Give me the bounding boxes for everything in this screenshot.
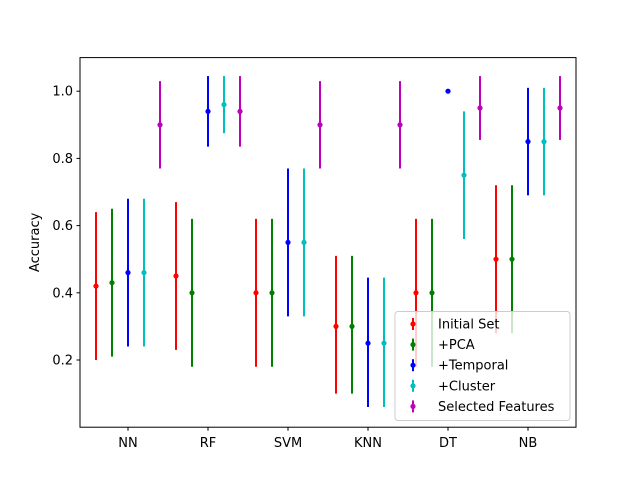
series-1: [93, 185, 499, 394]
data-point: [253, 290, 259, 296]
data-point: [477, 105, 483, 111]
data-point: [493, 256, 499, 262]
data-point: [461, 172, 467, 178]
x-tick-label: SVM: [274, 436, 302, 451]
plot-frame: [79, 57, 577, 428]
legend-entry: Initial Set: [410, 318, 499, 333]
legend-label: Selected Features: [438, 400, 555, 415]
series-4: [141, 76, 547, 408]
data-point: [109, 280, 115, 286]
data-point: [205, 108, 211, 114]
legend-entry: Selected Features: [410, 400, 555, 415]
legend-entry: +Temporal: [410, 359, 508, 374]
data-point: [317, 122, 323, 128]
data-point: [301, 239, 307, 245]
data-point: [221, 102, 227, 108]
data-point: [141, 270, 147, 276]
data-point: [445, 88, 451, 94]
legend-box: [394, 311, 571, 421]
data-point: [525, 139, 531, 145]
y-tick-label: 0.8: [52, 152, 73, 167]
data-point: [413, 290, 419, 296]
legend-label: Initial Set: [438, 318, 499, 333]
y-axis: 0.2 0.4 0.6 0.8 1.0: [52, 85, 80, 369]
x-tick-label: NB: [519, 436, 538, 451]
data-point: [509, 256, 515, 262]
data-point: [381, 340, 387, 346]
data-point: [285, 239, 291, 245]
legend-entry: +Cluster: [410, 379, 496, 394]
data-point: [157, 122, 163, 128]
data-point: [333, 323, 339, 329]
x-tick-label: KNN: [354, 436, 382, 451]
legend-swatch-point: [410, 342, 416, 348]
legend-swatch-point: [410, 321, 416, 327]
data-point: [173, 273, 179, 279]
data-point: [365, 340, 371, 346]
chart-marks: [93, 76, 563, 408]
series-2: [109, 185, 515, 394]
series-5: [157, 76, 563, 169]
data-point: [429, 290, 435, 296]
legend-label: +PCA: [438, 338, 475, 353]
legend-entry: +PCA: [410, 338, 475, 353]
data-point: [237, 108, 243, 114]
legend-label: +Temporal: [438, 359, 508, 374]
y-tick-label: 0.6: [52, 219, 73, 234]
legend-label: +Cluster: [438, 379, 496, 394]
data-point: [125, 270, 131, 276]
data-point: [189, 290, 195, 296]
x-tick-label: RF: [200, 436, 217, 451]
legend-swatch-point: [410, 403, 416, 409]
y-tick-label: 0.4: [52, 286, 73, 301]
legend: Initial Set +PCA +Temporal +Cluster Selected…: [394, 311, 571, 421]
x-tick-label: DT: [439, 436, 457, 451]
x-axis: NN RF SVM KNN DT NB: [118, 427, 537, 451]
y-axis-title: Accuracy: [28, 212, 43, 272]
data-point: [349, 323, 355, 329]
legend-swatch-point: [410, 383, 416, 389]
legend-swatch-point: [410, 362, 416, 368]
y-tick-label: 1.0: [52, 85, 73, 100]
series-3: [125, 76, 531, 408]
x-tick-label: NN: [118, 436, 137, 451]
data-point: [557, 105, 563, 111]
data-point: [269, 290, 275, 296]
data-point: [397, 122, 403, 128]
data-point: [541, 139, 547, 145]
data-point: [93, 283, 99, 289]
y-tick-label: 0.2: [52, 354, 73, 369]
